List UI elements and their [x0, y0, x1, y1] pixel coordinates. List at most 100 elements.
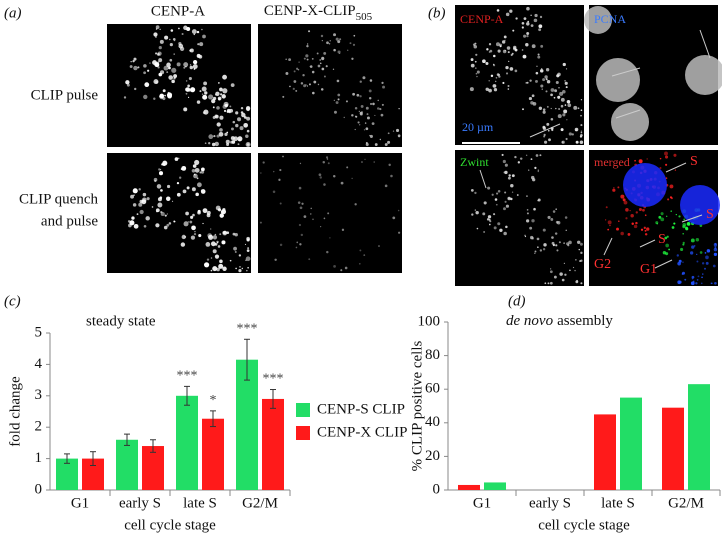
- spot: [326, 158, 329, 160]
- spot: [476, 70, 480, 74]
- spot: [194, 230, 196, 233]
- spot: [217, 208, 222, 212]
- spot: [241, 112, 246, 118]
- spot: [537, 55, 541, 59]
- spot: [529, 79, 532, 82]
- spot: [555, 208, 557, 210]
- spot: [160, 189, 163, 192]
- spot: [547, 282, 550, 285]
- spot: [673, 153, 677, 157]
- spot: [678, 215, 681, 218]
- spot: [699, 224, 703, 228]
- significance-label: ***: [237, 321, 258, 336]
- spot: [298, 223, 302, 227]
- spot: [521, 21, 525, 25]
- spot: [293, 80, 297, 83]
- spot: [246, 236, 250, 241]
- spot: [197, 209, 201, 213]
- spot: [234, 232, 238, 237]
- spot: [339, 38, 342, 41]
- spot: [196, 100, 201, 104]
- spot: [513, 45, 517, 50]
- spot: [293, 70, 296, 73]
- spot: [486, 48, 489, 51]
- spot: [525, 43, 529, 47]
- spot: [525, 154, 528, 156]
- spot: [607, 228, 610, 231]
- spot: [470, 63, 475, 68]
- nucleus: [685, 55, 722, 95]
- spot: [157, 197, 162, 202]
- spot: [535, 79, 538, 83]
- spot: [142, 192, 147, 197]
- spot: [618, 220, 620, 223]
- spot: [691, 245, 695, 249]
- spot: [659, 234, 661, 237]
- spot: [522, 54, 527, 59]
- spot: [149, 62, 151, 64]
- spot: [218, 82, 220, 84]
- spot: [303, 84, 307, 88]
- spot: [154, 36, 157, 39]
- spot: [246, 116, 251, 121]
- spot: [376, 107, 380, 110]
- spot: [196, 30, 200, 34]
- row-label: CLIP pulse: [31, 87, 99, 103]
- spot: [714, 242, 717, 246]
- spot: [511, 191, 514, 193]
- spot: [162, 89, 166, 93]
- cell-label: G1: [640, 262, 657, 277]
- spot: [363, 254, 366, 256]
- spot: [320, 34, 324, 38]
- spot: [504, 39, 506, 41]
- column-label: CENP-A: [151, 3, 205, 19]
- spot: [560, 104, 564, 108]
- spot: [245, 134, 249, 139]
- column-label-sub: 505: [356, 11, 373, 23]
- spot: [564, 216, 568, 219]
- spot: [558, 87, 560, 89]
- spot: [231, 127, 234, 131]
- spot: [358, 262, 361, 265]
- spot: [693, 280, 695, 282]
- spot: [485, 61, 489, 65]
- spot: [193, 232, 197, 236]
- spot: [517, 161, 521, 164]
- spot: [488, 218, 491, 221]
- overlay: CENP-A PCNA 20 µm Zwint merged S S S G2 …: [460, 12, 714, 277]
- spot: [191, 225, 196, 231]
- spot: [166, 213, 169, 215]
- spot: [354, 128, 356, 131]
- spot: [217, 96, 222, 101]
- spot: [555, 107, 557, 110]
- x-tick-label: G2/M: [668, 495, 704, 511]
- spot: [384, 184, 388, 188]
- spot: [185, 87, 189, 92]
- spot: [565, 229, 567, 232]
- spot: [682, 232, 684, 235]
- spot: [642, 208, 645, 212]
- spot: [530, 14, 532, 16]
- spot: [565, 137, 568, 141]
- spot: [158, 46, 162, 50]
- spot: [164, 35, 169, 40]
- spot: [564, 104, 567, 106]
- spot: [169, 58, 173, 62]
- spot: [580, 251, 583, 255]
- spot: [526, 212, 529, 215]
- error-bar: [270, 389, 276, 409]
- spot: [682, 222, 687, 227]
- spot: [559, 272, 563, 276]
- spot: [174, 40, 176, 42]
- spot: [490, 74, 494, 78]
- spot: [155, 28, 158, 30]
- spot: [507, 84, 510, 87]
- spot: [360, 113, 362, 116]
- spot: [169, 43, 173, 47]
- spot: [374, 143, 378, 146]
- spot: [564, 273, 567, 276]
- error-bar: [90, 451, 96, 467]
- spot: [487, 215, 492, 219]
- y-tick-label: 80: [425, 347, 440, 363]
